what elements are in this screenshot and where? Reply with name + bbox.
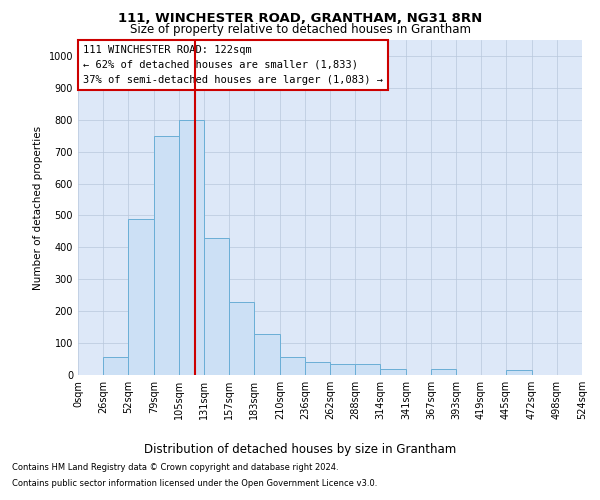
Bar (305, 362, 330, 375)
Bar (431, 368, 456, 375)
Text: Size of property relative to detached houses in Grantham: Size of property relative to detached ho… (130, 22, 470, 36)
Bar (128, 218, 154, 375)
Text: Distribution of detached houses by size in Grantham: Distribution of detached houses by size … (144, 442, 456, 456)
Bar (154, 136, 179, 375)
Bar (355, 364, 380, 375)
Bar (380, 368, 406, 375)
Bar (179, 120, 204, 375)
Text: 111, WINCHESTER ROAD, GRANTHAM, NG31 8RN: 111, WINCHESTER ROAD, GRANTHAM, NG31 8RN (118, 12, 482, 26)
Bar (204, 238, 229, 375)
Bar (330, 364, 355, 375)
Bar (280, 358, 305, 375)
Y-axis label: Number of detached properties: Number of detached properties (33, 126, 43, 290)
Bar (254, 334, 280, 375)
Bar (103, 358, 128, 375)
Bar (229, 302, 254, 375)
Text: Contains HM Land Registry data © Crown copyright and database right 2024.: Contains HM Land Registry data © Crown c… (12, 464, 338, 472)
Text: Contains public sector information licensed under the Open Government Licence v3: Contains public sector information licen… (12, 478, 377, 488)
Text: 111 WINCHESTER ROAD: 122sqm
← 62% of detached houses are smaller (1,833)
37% of : 111 WINCHESTER ROAD: 122sqm ← 62% of det… (83, 45, 383, 84)
Bar (506, 370, 532, 375)
